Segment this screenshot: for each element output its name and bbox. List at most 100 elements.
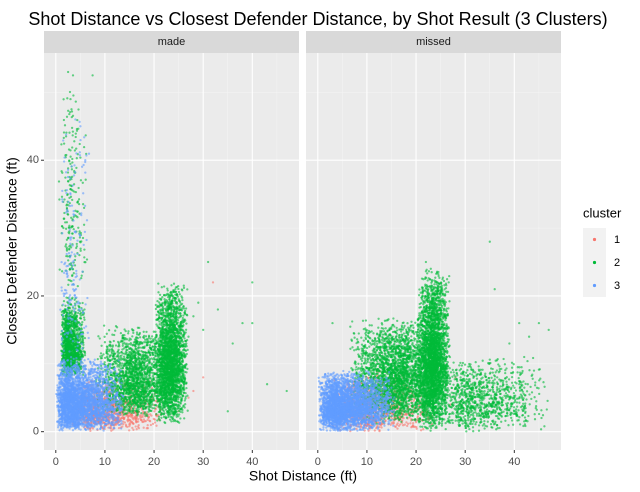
scatter-point-cluster-2 — [108, 340, 112, 343]
scatter-point-cluster-2 — [137, 408, 140, 411]
scatter-point-cluster-1 — [132, 422, 135, 426]
scatter-point-cluster-2 — [125, 362, 128, 365]
scatter-point-cluster-2 — [79, 314, 82, 317]
scatter-point-cluster-2 — [83, 354, 87, 357]
scatter-point-cluster-2 — [80, 327, 83, 330]
scatter-point-cluster-2 — [143, 361, 146, 364]
scatter-point-cluster-2 — [184, 307, 188, 310]
scatter-point-cluster-2 — [64, 243, 68, 246]
scatter-point-cluster-2 — [127, 353, 130, 356]
scatter-point-cluster-2 — [122, 371, 125, 375]
scatter-point-cluster-2 — [122, 363, 125, 366]
scatter-point-cluster-2 — [122, 338, 126, 341]
scatter-point-cluster-2 — [80, 274, 83, 277]
scatter-point-cluster-2 — [76, 200, 80, 203]
scatter-point-cluster-2 — [149, 390, 153, 393]
scatter-point-cluster-2 — [60, 195, 64, 198]
scatter-point-cluster-2 — [126, 344, 129, 347]
scatter-point-cluster-2 — [141, 366, 144, 370]
scatter-point-cluster-2 — [152, 376, 155, 379]
scatter-point-cluster-2 — [132, 394, 136, 397]
scatter-point-cluster-2 — [141, 361, 144, 364]
scatter-point-cluster-2 — [118, 361, 122, 364]
scatter-point-cluster-2 — [120, 378, 123, 381]
scatter-point-cluster-2 — [166, 289, 169, 292]
scatter-point-cluster-2 — [129, 387, 132, 391]
scatter-point-cluster-2 — [67, 180, 70, 183]
scatter-point-cluster-2 — [145, 400, 149, 403]
scatter-point-cluster-2 — [139, 404, 142, 408]
scatter-point-cluster-2 — [142, 390, 145, 393]
scatter-point-cluster-1 — [141, 414, 144, 417]
scatter-point-cluster-2 — [129, 392, 132, 395]
scatter-point-cluster-2 — [135, 382, 138, 385]
scatter-point-cluster-2 — [72, 348, 76, 351]
chart-title: Shot Distance vs Closest Defender Distan… — [28, 9, 607, 29]
scatter-point-cluster-2 — [63, 124, 67, 127]
scatter-point-cluster-2 — [153, 392, 156, 396]
scatter-point-cluster-2 — [151, 383, 154, 386]
scatter-point-cluster-2 — [64, 328, 67, 331]
scatter-point-cluster-2 — [145, 397, 149, 401]
points-layer-made — [55, 70, 288, 433]
scatter-point-cluster-2 — [140, 364, 143, 367]
strip-background-made — [44, 31, 299, 53]
scatter-point-cluster-2 — [132, 411, 135, 415]
scatter-point-cluster-2 — [72, 236, 75, 240]
scatter-point-cluster-2 — [71, 232, 74, 235]
scatter-point-cluster-2 — [75, 352, 78, 355]
scatter-point-cluster-2 — [121, 374, 124, 377]
scatter-point-cluster-2 — [127, 362, 131, 365]
scatter-point-cluster-2 — [141, 407, 145, 410]
scatter-point-cluster-1 — [123, 421, 127, 424]
scatter-point-cluster-2 — [76, 331, 79, 335]
scatter-point-cluster-2 — [66, 193, 69, 197]
scatter-point-cluster-2 — [103, 341, 107, 344]
scatter-point-cluster-2 — [65, 254, 68, 258]
scatter-point-cluster-2 — [152, 396, 155, 399]
scatter-point-cluster-1 — [151, 422, 155, 426]
scatter-point-cluster-2 — [82, 206, 86, 210]
scatter-point-cluster-2 — [147, 384, 151, 387]
scatter-point-cluster-2 — [143, 351, 147, 354]
scatter-point-cluster-2 — [106, 358, 109, 361]
scatter-point-cluster-2 — [158, 293, 162, 297]
scatter-point-cluster-2 — [137, 357, 141, 360]
scatter-point-cluster-2 — [75, 129, 79, 132]
scatter-point-cluster-2 — [70, 352, 73, 355]
scatter-point-cluster-2 — [113, 357, 116, 360]
scatter-point-cluster-2 — [148, 351, 151, 354]
scatter-point-cluster-2 — [133, 390, 136, 393]
scatter-point-cluster-2 — [69, 333, 72, 337]
scatter-point-cluster-1 — [126, 425, 129, 429]
scatter-point-cluster-2 — [60, 170, 63, 173]
scatter-point-cluster-2 — [145, 381, 148, 385]
scatter-point-cluster-2 — [132, 361, 135, 365]
scatter-point-cluster-2 — [142, 381, 145, 384]
scatter-point-cluster-2 — [81, 181, 84, 184]
scatter-point-cluster-2 — [114, 344, 118, 347]
scatter-point-cluster-2 — [126, 382, 129, 385]
scatter-point-cluster-2 — [182, 284, 185, 287]
scatter-point-cluster-2 — [122, 355, 126, 358]
scatter-point-cluster-2 — [143, 401, 146, 404]
scatter-point-cluster-2 — [143, 411, 147, 414]
scatter-point-cluster-2 — [65, 204, 68, 207]
scatter-point-cluster-2 — [125, 385, 128, 389]
scatter-point-cluster-1 — [135, 416, 139, 419]
scatter-point-cluster-2 — [68, 112, 71, 116]
scatter-point-cluster-2 — [128, 405, 131, 408]
scatter-point-cluster-2 — [144, 356, 147, 359]
scatter-point-cluster-1 — [149, 413, 152, 416]
scatter-point-cluster-2 — [138, 382, 141, 385]
scatter-point-cluster-2 — [111, 344, 115, 347]
scatter-point-cluster-2 — [81, 236, 85, 240]
scatter-point-cluster-2 — [152, 338, 155, 341]
scatter-point-cluster-2 — [129, 364, 133, 367]
scatter-point-cluster-2 — [140, 358, 143, 361]
scatter-point-cluster-2 — [182, 286, 186, 290]
scatter-point-cluster-2 — [76, 284, 79, 288]
scatter-point-cluster-2 — [129, 338, 133, 341]
scatter-point-cluster-2 — [77, 326, 81, 330]
scatter-point-cluster-2 — [136, 336, 140, 340]
